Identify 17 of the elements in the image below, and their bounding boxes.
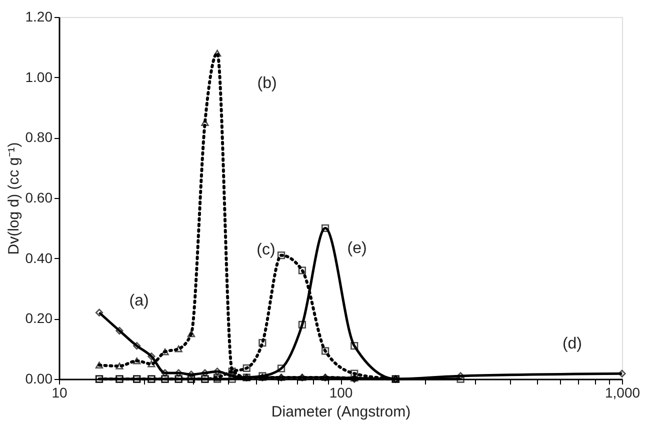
y-tick-label: 1.00 [25,68,53,85]
x-tick-label: 10 [52,384,68,400]
x-tick-label: 100 [329,384,353,400]
annotation: (b) [257,75,277,92]
y-axis-title: Dv(log d) (cc g⁻¹) [5,142,22,255]
y-tick-label: 0.00 [25,370,53,386]
y-tick-label: 0.60 [25,190,53,206]
y-tick-label: 0.40 [25,250,53,266]
x-tick-label: 1,000 [604,384,640,400]
y-tick-label: 0.80 [25,129,53,146]
y-tick-label: 0.20 [25,310,53,326]
x-axis-title: Diameter (Angstrom) [271,404,411,420]
annotation: (d) [562,336,582,353]
annotation: (c) [256,241,276,258]
annotation: (e) [347,240,367,258]
annotation: (a) [129,292,149,310]
y-tick-label: 1.20 [25,8,53,24]
